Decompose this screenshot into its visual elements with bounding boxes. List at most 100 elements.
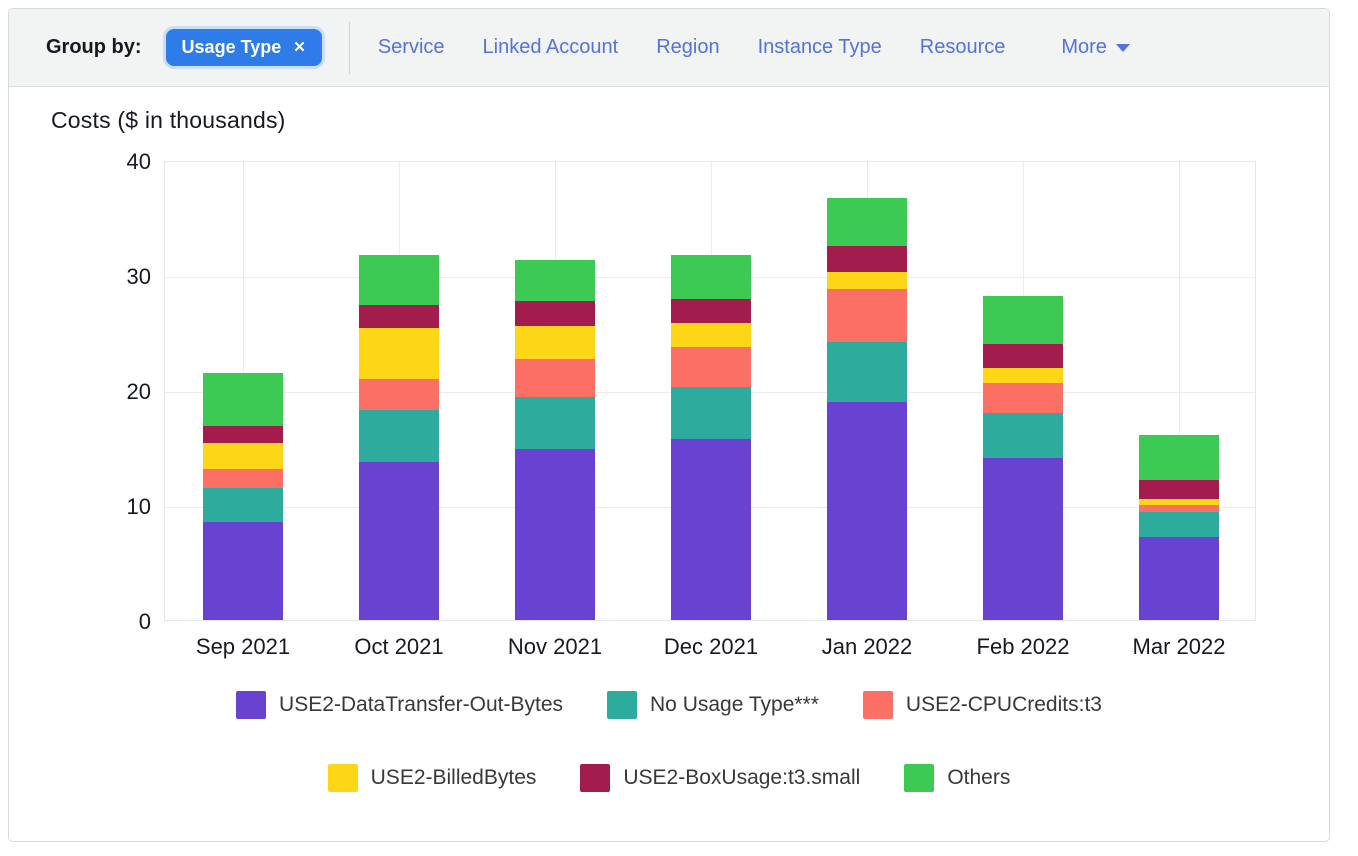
bar-segment-others[interactable] [1139,434,1219,480]
x-axis-tick-label: Nov 2021 [507,634,603,659]
bar-segment-use2-datatransfer-out-bytes[interactable] [203,522,283,620]
groupby-more-dropdown[interactable]: More [1061,36,1130,59]
x-axis-tick-label: Sep 2021 [195,634,291,659]
bar-segment-use2-boxusage-t3-small[interactable] [671,299,751,324]
legend-swatch [607,691,638,719]
legend-item-use2-billedbytes[interactable]: USE2-BilledBytes [327,764,537,792]
group-by-label: Group by: [46,36,142,58]
bar-segment-use2-boxusage-t3-small[interactable] [515,301,595,326]
more-label: More [1061,36,1107,58]
bar-segment-others[interactable] [515,260,595,302]
bar-segment-use2-boxusage-t3-small[interactable] [983,344,1063,369]
chart-legend-row-1: USE2-DataTransfer-Out-Bytes No Usage Type… [9,691,1329,719]
bar-segment-no-usage-type-[interactable] [203,487,283,523]
bar-segment-others[interactable] [827,197,907,247]
bar-segment-use2-cpucredits-t3[interactable] [1139,505,1219,512]
bar-mar-2022 [1139,434,1219,620]
legend-item-use2-cpucredits-t3[interactable]: USE2-CPUCredits:t3 [862,691,1102,719]
gridline-vertical [1179,162,1180,620]
bar-jan-2022 [827,197,907,620]
bar-oct-2021 [359,255,439,620]
bar-segment-no-usage-type-[interactable] [515,396,595,449]
bar-segment-use2-billedbytes[interactable] [515,325,595,359]
bar-segment-use2-cpucredits-t3[interactable] [515,358,595,397]
bar-segment-use2-billedbytes[interactable] [827,271,907,289]
bar-nov-2021 [515,260,595,620]
bar-segment-use2-datatransfer-out-bytes[interactable] [1139,537,1219,620]
bar-segment-use2-billedbytes[interactable] [203,442,283,470]
legend-swatch [904,764,935,792]
bar-segment-use2-datatransfer-out-bytes[interactable] [827,401,907,620]
bar-segment-others[interactable] [203,372,283,426]
legend-item-use2-boxusage-t3-small[interactable]: USE2-BoxUsage:t3.small [580,764,860,792]
groupby-option-instance-type[interactable]: Instance Type [757,36,882,58]
bar-segment-use2-cpucredits-t3[interactable] [671,347,751,387]
groupby-option-linked-account[interactable]: Linked Account [482,36,619,58]
bar-segment-use2-boxusage-t3-small[interactable] [203,425,283,443]
group-by-filter-bar: Group by: Usage Type ✕ Service Linked Ac… [9,9,1329,87]
bar-segment-others[interactable] [983,295,1063,344]
legend-swatch [862,691,893,719]
groupby-option-resource[interactable]: Resource [919,36,1006,58]
bar-segment-others[interactable] [359,255,439,305]
bar-dec-2021 [671,255,751,620]
x-axis-tick-label: Dec 2021 [663,634,759,659]
y-axis-tick-label: 20 [126,379,151,404]
bar-segment-use2-boxusage-t3-small[interactable] [359,304,439,328]
bar-sep-2021 [203,372,283,620]
bar-feb-2022 [983,295,1063,620]
bar-segment-use2-boxusage-t3-small[interactable] [1139,479,1219,500]
legend-label: Others [947,766,1011,789]
y-axis-tick-label: 10 [126,494,151,519]
legend-swatch [580,764,611,792]
chart-legend-row-2: USE2-BilledBytes USE2-BoxUsage:t3.small Ot… [9,764,1329,792]
cost-explorer-card: Group by: Usage Type ✕ Service Linked Ac… [8,8,1330,842]
usage-type-tag-label: Usage Type [181,37,282,57]
bar-segment-use2-billedbytes[interactable] [983,368,1063,384]
bar-segment-no-usage-type-[interactable] [827,341,907,402]
y-axis-tick-label: 30 [126,264,151,289]
x-axis-tick-label: Oct 2021 [354,634,444,659]
bar-segment-no-usage-type-[interactable] [983,413,1063,458]
y-axis-tick-label: 40 [126,149,151,174]
bar-segment-use2-cpucredits-t3[interactable] [359,378,439,410]
bar-segment-use2-cpucredits-t3[interactable] [203,469,283,488]
bar-segment-use2-datatransfer-out-bytes[interactable] [359,462,439,620]
legend-label: USE2-BilledBytes [370,766,537,789]
legend-item-others[interactable]: Others [904,764,1010,792]
legend-item-use2-datatransfer-out-bytes[interactable]: USE2-DataTransfer-Out-Bytes [236,691,563,719]
bar-segment-use2-cpucredits-t3[interactable] [827,288,907,342]
bar-segment-no-usage-type-[interactable] [671,386,751,440]
bar-segment-use2-billedbytes[interactable] [1139,499,1219,505]
group-by-options: Service Linked Account Region Instance T… [378,36,1130,59]
usage-type-tag[interactable]: Usage Type ✕ [165,29,322,66]
y-axis-tick-label: 0 [138,609,151,634]
x-axis-tick-label: Mar 2022 [1132,634,1226,659]
legend-swatch [236,691,267,719]
bar-segment-use2-cpucredits-t3[interactable] [983,383,1063,413]
bar-segment-use2-billedbytes[interactable] [671,323,751,348]
bar-segment-use2-billedbytes[interactable] [359,327,439,379]
remove-tag-icon[interactable]: ✕ [293,39,306,56]
stacked-bar-plot-area: 0 10 20 30 40 Sep 2021 Oct 2021 Nov 2021 Dec 202… [127,149,1256,659]
legend-label: USE2-BoxUsage:t3.small [623,766,861,789]
groupby-option-region[interactable]: Region [656,36,720,58]
x-axis-tick-label: Feb 2022 [976,634,1070,659]
legend-label: USE2-DataTransfer-Out-Bytes [279,693,564,716]
chevron-down-icon [1115,43,1130,52]
legend-label: USE2-CPUCredits:t3 [905,693,1102,716]
bar-segment-no-usage-type-[interactable] [1139,511,1219,538]
groupby-option-service[interactable]: Service [377,36,445,58]
filter-bar-divider [348,21,350,74]
bar-segment-no-usage-type-[interactable] [359,409,439,463]
legend-swatch [327,764,358,792]
bar-segment-use2-datatransfer-out-bytes[interactable] [515,448,595,620]
bar-segment-use2-datatransfer-out-bytes[interactable] [671,439,751,620]
bar-segment-others[interactable] [671,255,751,300]
legend-item-no-usage-type-[interactable]: No Usage Type*** [607,691,819,719]
chart-title: Costs ($ in thousands) [51,107,286,133]
x-axis-tick-label: Jan 2022 [821,634,913,659]
bar-segment-use2-datatransfer-out-bytes[interactable] [983,457,1063,620]
legend-label: No Usage Type*** [650,693,819,716]
bar-segment-use2-boxusage-t3-small[interactable] [827,246,907,272]
